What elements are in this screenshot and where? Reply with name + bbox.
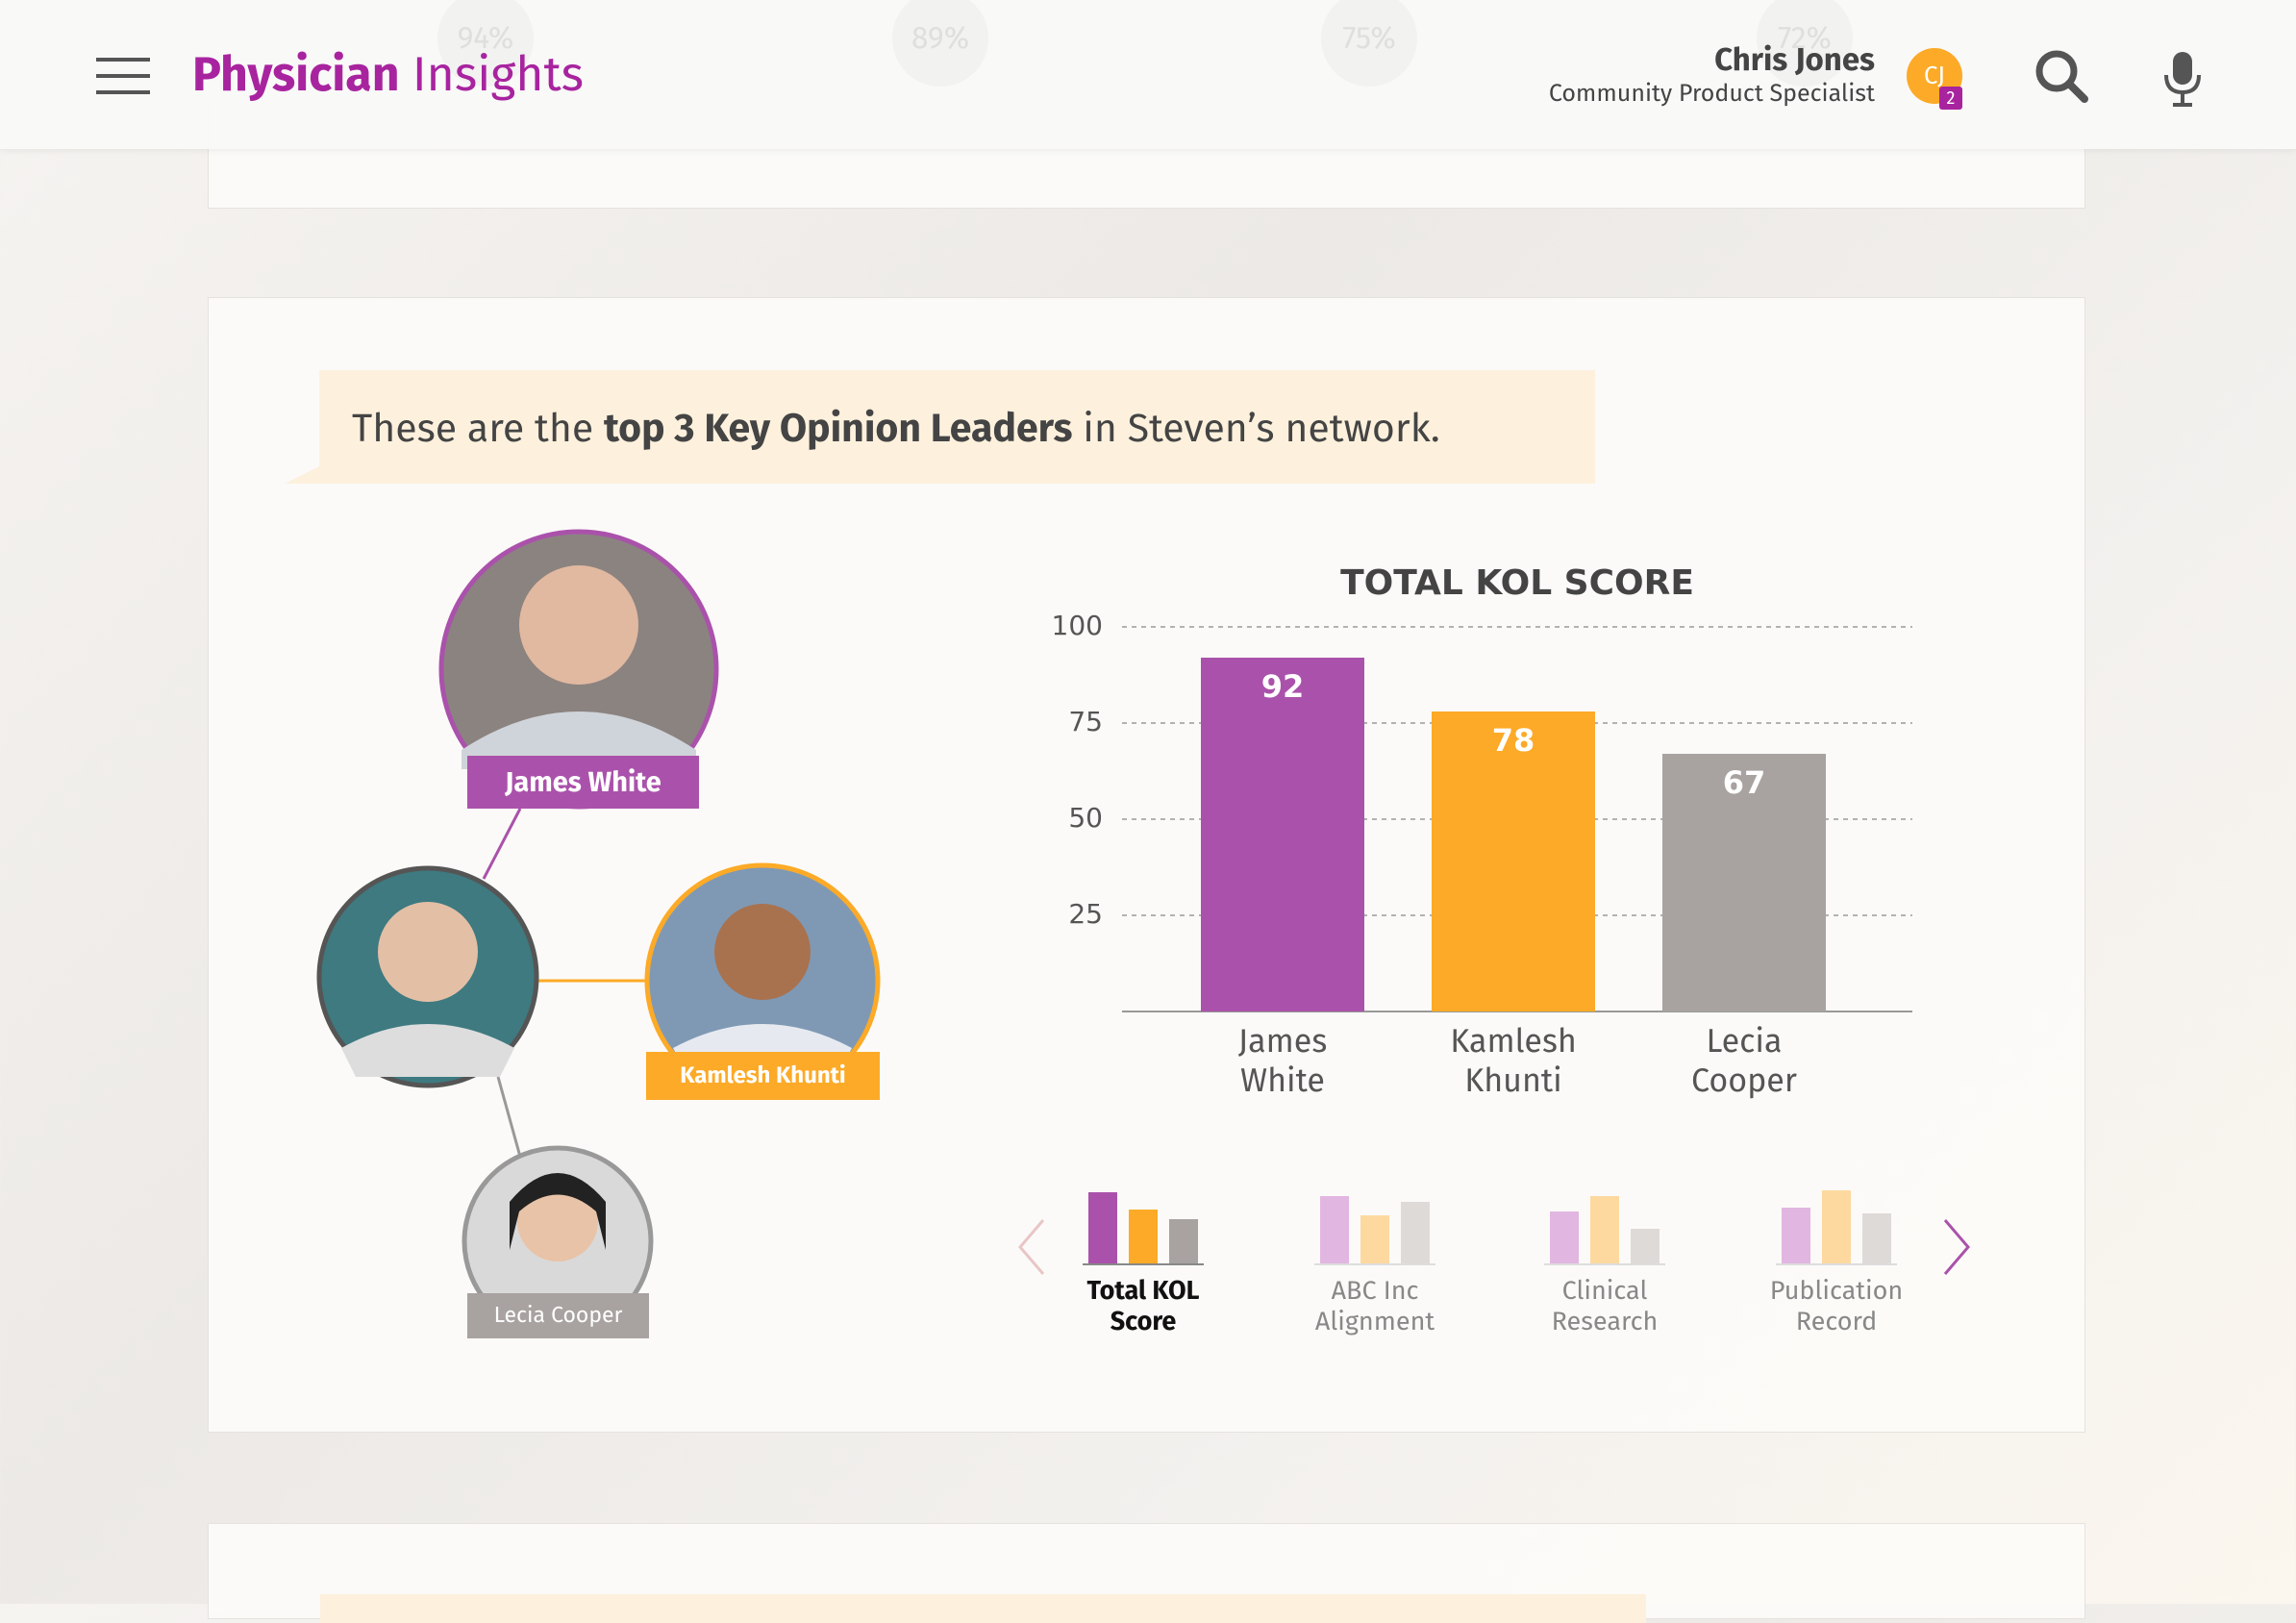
- tab-icon-bar: [1631, 1229, 1660, 1263]
- tab-icon-bar: [1401, 1202, 1430, 1263]
- top-metric: 75%: [1321, 0, 1417, 87]
- bar: [1662, 754, 1826, 1011]
- tab-icon-bar: [1129, 1210, 1158, 1263]
- callout-before: These are the: [352, 405, 605, 452]
- metric-tab[interactable]: Publication Record: [1769, 1276, 1904, 1338]
- tab-icon[interactable]: [1081, 1186, 1206, 1269]
- node-label: Kamlesh Khunti: [646, 1052, 880, 1100]
- x-tick-label: James White: [1237, 1022, 1328, 1101]
- tab-icon-bar: [1550, 1211, 1579, 1263]
- notification-badge: 2: [1939, 87, 1962, 110]
- callout-bold: top 3 Key Opinion Leaders: [604, 405, 1073, 452]
- header: 94% 89% 75% 72% Physician Insights Chris Jo…: [0, 0, 2296, 149]
- y-tick-label: 50: [1068, 802, 1103, 834]
- callout-text: These are the top 3 Key Opinion Leaders …: [352, 405, 1440, 452]
- chart-title: TOTAL KOL SCORE: [1340, 563, 1694, 603]
- top-metric: 89%: [892, 0, 988, 87]
- user-role: Community Product Specialist: [1548, 79, 1875, 108]
- photo-james: [438, 529, 719, 810]
- y-tick-label: 100: [1052, 610, 1103, 641]
- prev-arrow[interactable]: [1014, 1216, 1049, 1278]
- tab-icon-bar: [1169, 1219, 1198, 1263]
- tab-icon[interactable]: [1312, 1186, 1437, 1269]
- tab-icon-bar: [1782, 1208, 1810, 1263]
- bar: [1201, 658, 1364, 1011]
- callout-tail: [285, 464, 323, 484]
- x-tick-label: Lecia Cooper: [1691, 1022, 1797, 1101]
- tab-icon-bar: [1862, 1213, 1891, 1263]
- photo-lecia: [462, 1145, 654, 1337]
- metric-tab[interactable]: Total KOL Score: [1086, 1276, 1200, 1338]
- node-label: James White: [467, 756, 699, 809]
- metric-tab[interactable]: ABC Inc Alignment: [1314, 1276, 1435, 1338]
- bar-value-label: 78: [1492, 722, 1535, 759]
- tab-icon-bar: [1590, 1196, 1619, 1263]
- app-title: Physician Insights: [192, 46, 584, 104]
- bar-value-label: 67: [1723, 764, 1766, 801]
- tab-icon-bar: [1360, 1215, 1389, 1263]
- callout: These are the top 3 Key Opinion Leaders …: [285, 370, 1595, 484]
- bar: [1432, 712, 1595, 1011]
- top-metric: 94%: [437, 0, 534, 87]
- metric-tab[interactable]: Clinical Research: [1551, 1276, 1659, 1338]
- tab-icon-bar: [1822, 1190, 1851, 1263]
- tab-icon-bar: [1088, 1192, 1117, 1263]
- edge: [482, 808, 522, 880]
- edge: [496, 1076, 522, 1158]
- title-light: Insights: [412, 46, 585, 104]
- y-tick-label: 25: [1068, 898, 1103, 930]
- tab-icon-bar: [1320, 1196, 1349, 1263]
- tab-icon[interactable]: [1774, 1186, 1899, 1269]
- bar-value-label: 92: [1261, 668, 1305, 705]
- tab-icon[interactable]: [1542, 1186, 1667, 1269]
- node-label: Lecia Cooper: [467, 1293, 649, 1338]
- avatar[interactable]: CJ: [1907, 48, 1962, 104]
- top-metric: 72%: [1757, 0, 1853, 87]
- menu-button[interactable]: [96, 56, 150, 96]
- next-arrow[interactable]: [1939, 1216, 1974, 1278]
- photo-person: [316, 865, 539, 1088]
- mic-button[interactable]: [2161, 50, 2204, 108]
- y-tick-label: 75: [1068, 706, 1103, 737]
- callout-after: in Steven’s network.: [1072, 405, 1440, 452]
- user-name: Chris Jones: [1714, 40, 1875, 79]
- x-tick-label: Kamlesh Khunti: [1450, 1022, 1577, 1101]
- search-button[interactable]: [2034, 48, 2091, 106]
- title-bold: Physician: [192, 46, 400, 104]
